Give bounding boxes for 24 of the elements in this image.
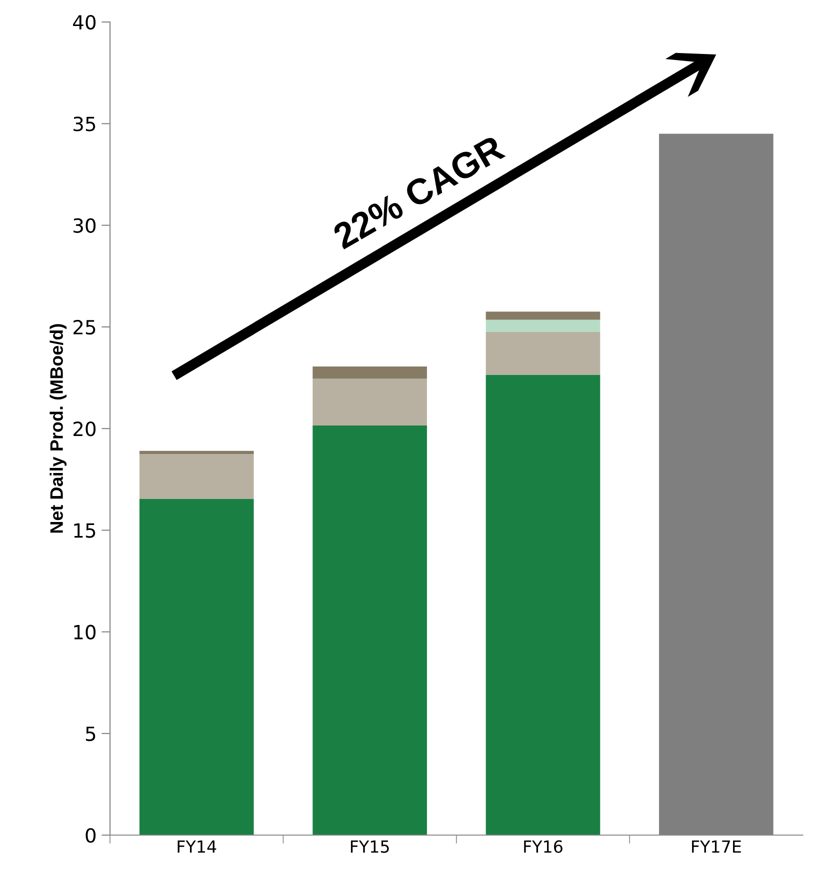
- bar: [486, 332, 600, 375]
- bar: [486, 374, 600, 836]
- y-tick-label: 35: [74, 116, 96, 132]
- y-tick-label: 40: [73, 14, 96, 30]
- y-tick-label: 30: [74, 218, 96, 233]
- x-tick-label: FY15: [350, 840, 389, 853]
- bar: [486, 312, 600, 320]
- y-tick-label: 25: [74, 320, 96, 335]
- bar: [139, 498, 254, 836]
- y-tick-label: 0: [86, 828, 96, 843]
- y-tick-label: 10: [74, 624, 96, 640]
- y-tick-label: 20: [74, 422, 96, 436]
- bar: [312, 426, 427, 836]
- bar: [139, 450, 254, 454]
- bar: [139, 454, 254, 499]
- y-tick-label: 5: [86, 726, 96, 742]
- y-axis-title: Net Daily Prod. (MBoe/d): [50, 324, 67, 533]
- y-tick-label: 15: [74, 523, 96, 538]
- bar: [312, 378, 427, 426]
- bar: [312, 366, 427, 379]
- x-tick-label: FY16: [524, 840, 562, 853]
- bar: [486, 320, 600, 332]
- x-tick-label: FY14: [178, 840, 216, 853]
- x-tick-label: FY17E: [692, 840, 741, 853]
